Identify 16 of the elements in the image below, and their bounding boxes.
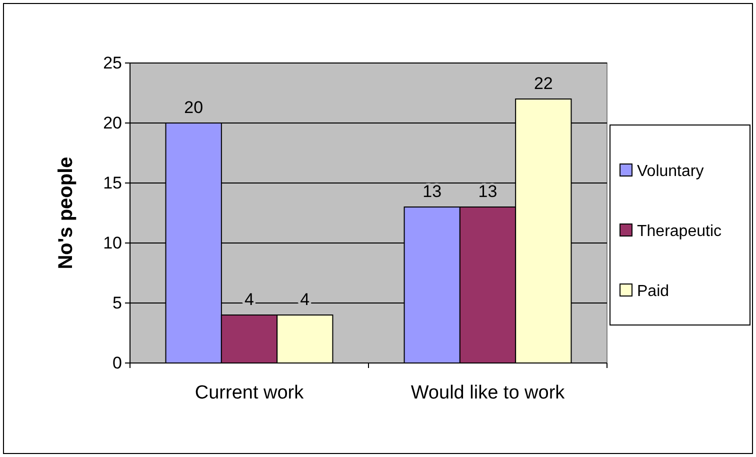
- legend-label: Paid: [637, 283, 670, 300]
- legend-label: Voluntary: [637, 163, 704, 180]
- legend-label: Therapeutic: [637, 223, 722, 240]
- y-tick-label: 20: [103, 113, 122, 132]
- data-label: 13: [422, 182, 442, 201]
- y-axis-title: No's people: [55, 156, 77, 270]
- x-tick-label: Would like to work: [410, 382, 566, 404]
- x-tick-label: Current work: [194, 382, 304, 404]
- y-tick-label: 0: [112, 353, 122, 372]
- y-tick-label: 10: [103, 233, 122, 252]
- y-tick-label: 25: [103, 53, 122, 72]
- y-tick-label: 5: [112, 293, 122, 312]
- data-label: 22: [534, 74, 553, 93]
- data-label: 20: [184, 98, 204, 117]
- y-tick-label: 15: [103, 173, 122, 192]
- data-label: 13: [478, 182, 498, 201]
